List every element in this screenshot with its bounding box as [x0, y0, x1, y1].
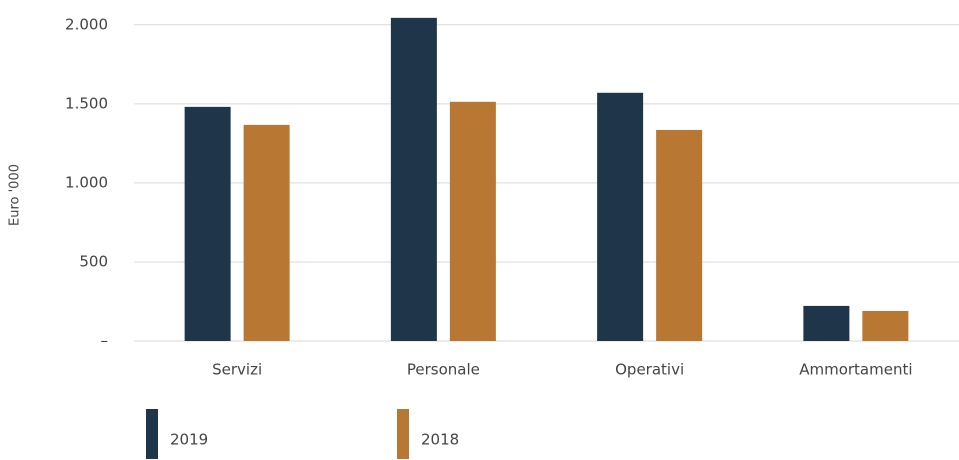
- bar: [597, 92, 644, 342]
- bar: [803, 305, 850, 341]
- legend-swatch: [397, 409, 409, 459]
- y-axis-label: Euro '000: [8, 164, 23, 226]
- bar: [390, 17, 437, 341]
- y-tick-label: 500: [79, 252, 108, 270]
- x-tick-label: Servizi: [212, 361, 262, 379]
- bar: [184, 106, 231, 341]
- legend-swatch: [146, 409, 158, 459]
- bar: [449, 101, 496, 341]
- y-tick-label: 1.500: [65, 94, 108, 112]
- legend-label: 2019: [170, 431, 208, 449]
- x-tick-label: Ammortamenti: [799, 361, 912, 379]
- y-tick-label: 2.000: [65, 15, 108, 33]
- x-tick-label: Operativi: [615, 361, 684, 379]
- y-tick-label: –: [101, 332, 109, 350]
- y-tick-label: 1.000: [65, 173, 108, 191]
- bar: [656, 129, 703, 341]
- bar: [243, 124, 290, 341]
- x-tick-label: Personale: [407, 361, 480, 379]
- bar: [862, 310, 909, 341]
- legend-label: 2018: [421, 431, 459, 449]
